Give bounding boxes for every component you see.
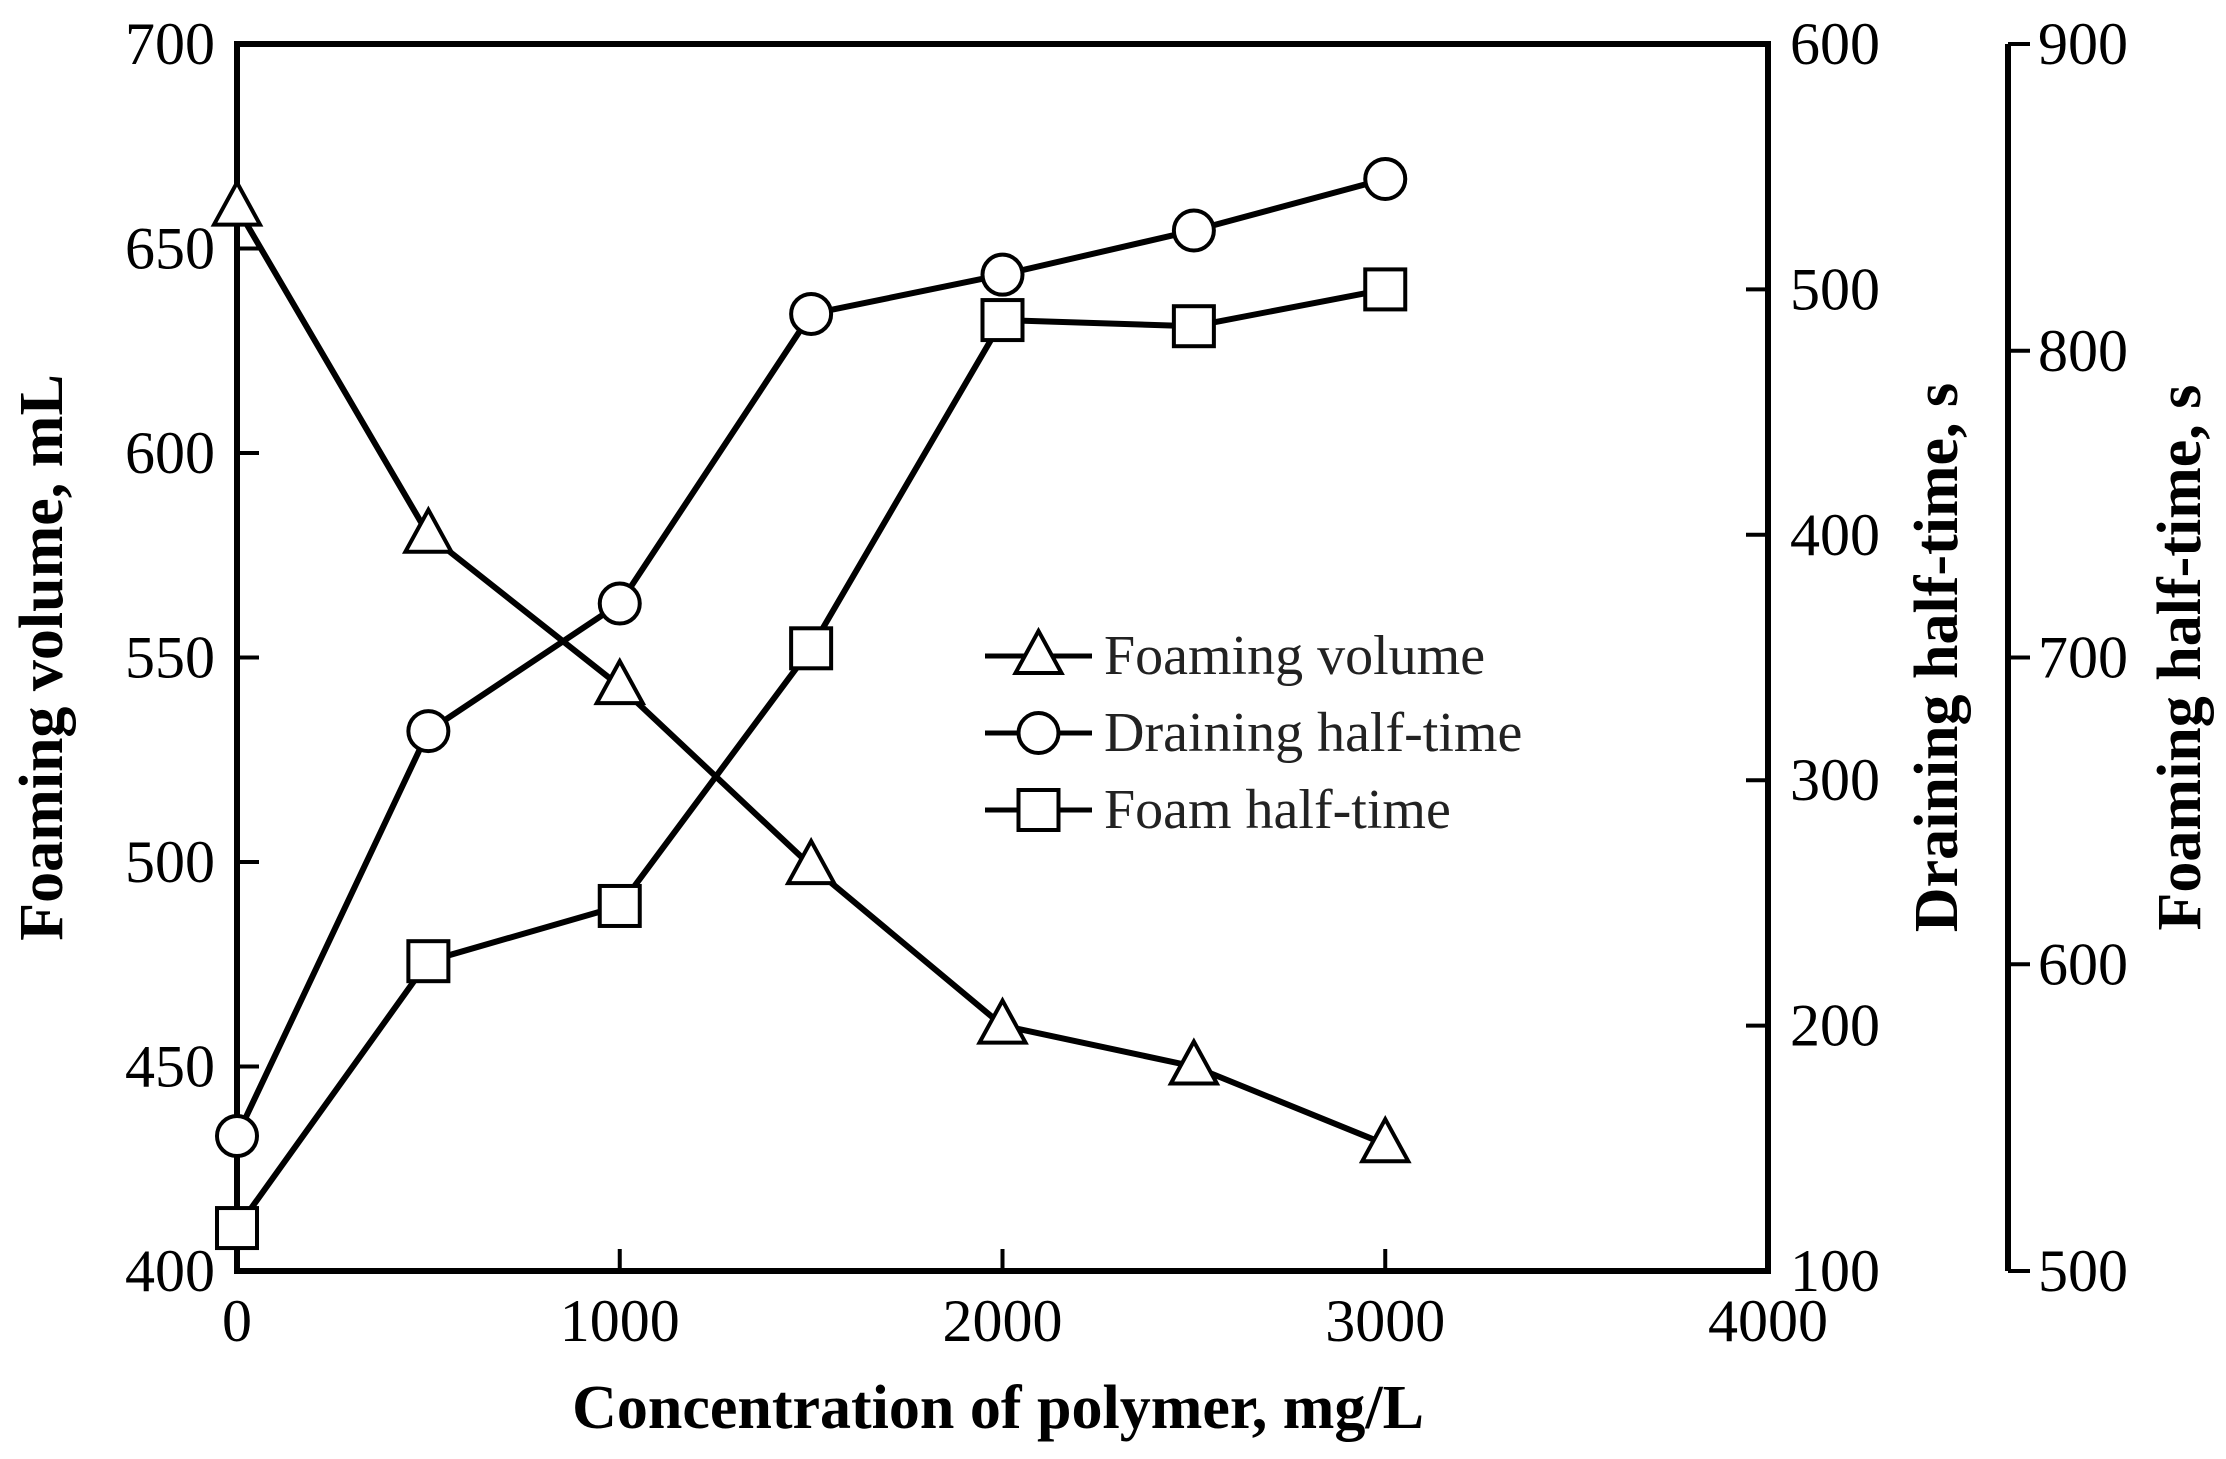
x-tick-label-4000: 4000 <box>1708 1288 1828 1354</box>
foaming-tick-label-700: 700 <box>2038 625 2128 691</box>
left-tick-label-600: 600 <box>125 420 215 486</box>
left-tick-label-400: 400 <box>125 1238 215 1304</box>
foaming-tick-label-900: 900 <box>2038 11 2128 77</box>
draining-tick-label-300: 300 <box>1790 747 1880 813</box>
data-point-foam-half-time-1000 <box>597 883 642 928</box>
data-point-draining-half-time-0 <box>215 1114 259 1159</box>
x-tick-label-0: 0 <box>222 1288 252 1354</box>
left-axis-title: Foaming volume, mL <box>8 374 76 941</box>
data-point-foaming-volume-500 <box>401 505 455 554</box>
draining-tick-label-600: 600 <box>1790 11 1880 77</box>
foaming-tick-label-500: 500 <box>2038 1238 2128 1304</box>
legend-marker-draining-half-time <box>1016 711 1061 755</box>
data-point-foaming-volume-2000 <box>976 996 1029 1045</box>
x-tick-label-3000: 3000 <box>1325 1288 1445 1354</box>
draining-tick-label-200: 200 <box>1790 993 1880 1059</box>
data-point-foam-half-time-500 <box>406 939 451 984</box>
draining-tick-label-100: 100 <box>1790 1238 1880 1304</box>
data-point-foaming-volume-2500 <box>1167 1037 1221 1086</box>
series-layer <box>210 156 1412 1251</box>
legend-label-draining-half-time: Draining half-time <box>1104 702 1522 764</box>
legend: Foaming volume Draining half-time Foam hal… <box>985 625 1522 841</box>
data-point-draining-half-time-2000 <box>980 252 1025 297</box>
draining-tick-label-500: 500 <box>1790 256 1880 322</box>
x-tick-label-1000: 1000 <box>560 1288 680 1354</box>
data-point-draining-half-time-3000 <box>1363 156 1408 201</box>
x-tick-label-2000: 2000 <box>943 1288 1063 1354</box>
left-tick-label-650: 650 <box>125 216 215 282</box>
foaming-tick-label-800: 800 <box>2038 318 2128 384</box>
x-axis-title: Concentration of polymer, mg/L <box>572 1374 1424 1442</box>
series-foaming-volume <box>210 178 1412 1164</box>
left-tick-label-450: 450 <box>125 1034 215 1100</box>
legend-label-foam-half-time: Foam half-time <box>1104 779 1451 841</box>
data-point-foam-half-time-2000 <box>980 298 1025 343</box>
left-tick-label-700: 700 <box>125 11 215 77</box>
data-point-draining-half-time-1500 <box>789 291 834 336</box>
data-point-foaming-volume-3000 <box>1358 1115 1412 1164</box>
foaming-tick-label-600: 600 <box>2038 931 2128 997</box>
draining-axis-title: Draining half-time, s <box>1903 383 1971 932</box>
data-point-foam-half-time-1500 <box>789 626 834 671</box>
legend-marker-foaming-volume <box>1012 626 1065 675</box>
data-point-foaming-volume-1000 <box>593 656 647 706</box>
left-tick-label-550: 550 <box>125 625 215 691</box>
data-point-foam-half-time-2500 <box>1171 304 1216 349</box>
data-point-foam-half-time-3000 <box>1363 267 1408 312</box>
series-draining-half-time <box>215 156 1408 1159</box>
left-tick-label-500: 500 <box>125 829 215 895</box>
data-point-foaming-volume-1500 <box>784 836 838 886</box>
legend-marker-foam-half-time <box>1016 788 1061 832</box>
plot-frame: 0 1000 2000 3000 4000 400 450 500 550 600 650 700 10… <box>8 11 2214 1354</box>
data-point-foaming-volume-0 <box>210 178 264 227</box>
series-foam-half-time <box>215 267 1408 1251</box>
draining-tick-label-400: 400 <box>1790 502 1880 568</box>
data-point-draining-half-time-2500 <box>1171 208 1216 253</box>
data-point-foam-half-time-0 <box>215 1206 259 1251</box>
legend-label-foaming-volume: Foaming volume <box>1104 625 1485 687</box>
data-point-draining-half-time-500 <box>406 709 451 754</box>
data-point-draining-half-time-1000 <box>597 581 642 626</box>
foaming-half-time-axis-title: Foaming half-time, s <box>2146 385 2214 931</box>
